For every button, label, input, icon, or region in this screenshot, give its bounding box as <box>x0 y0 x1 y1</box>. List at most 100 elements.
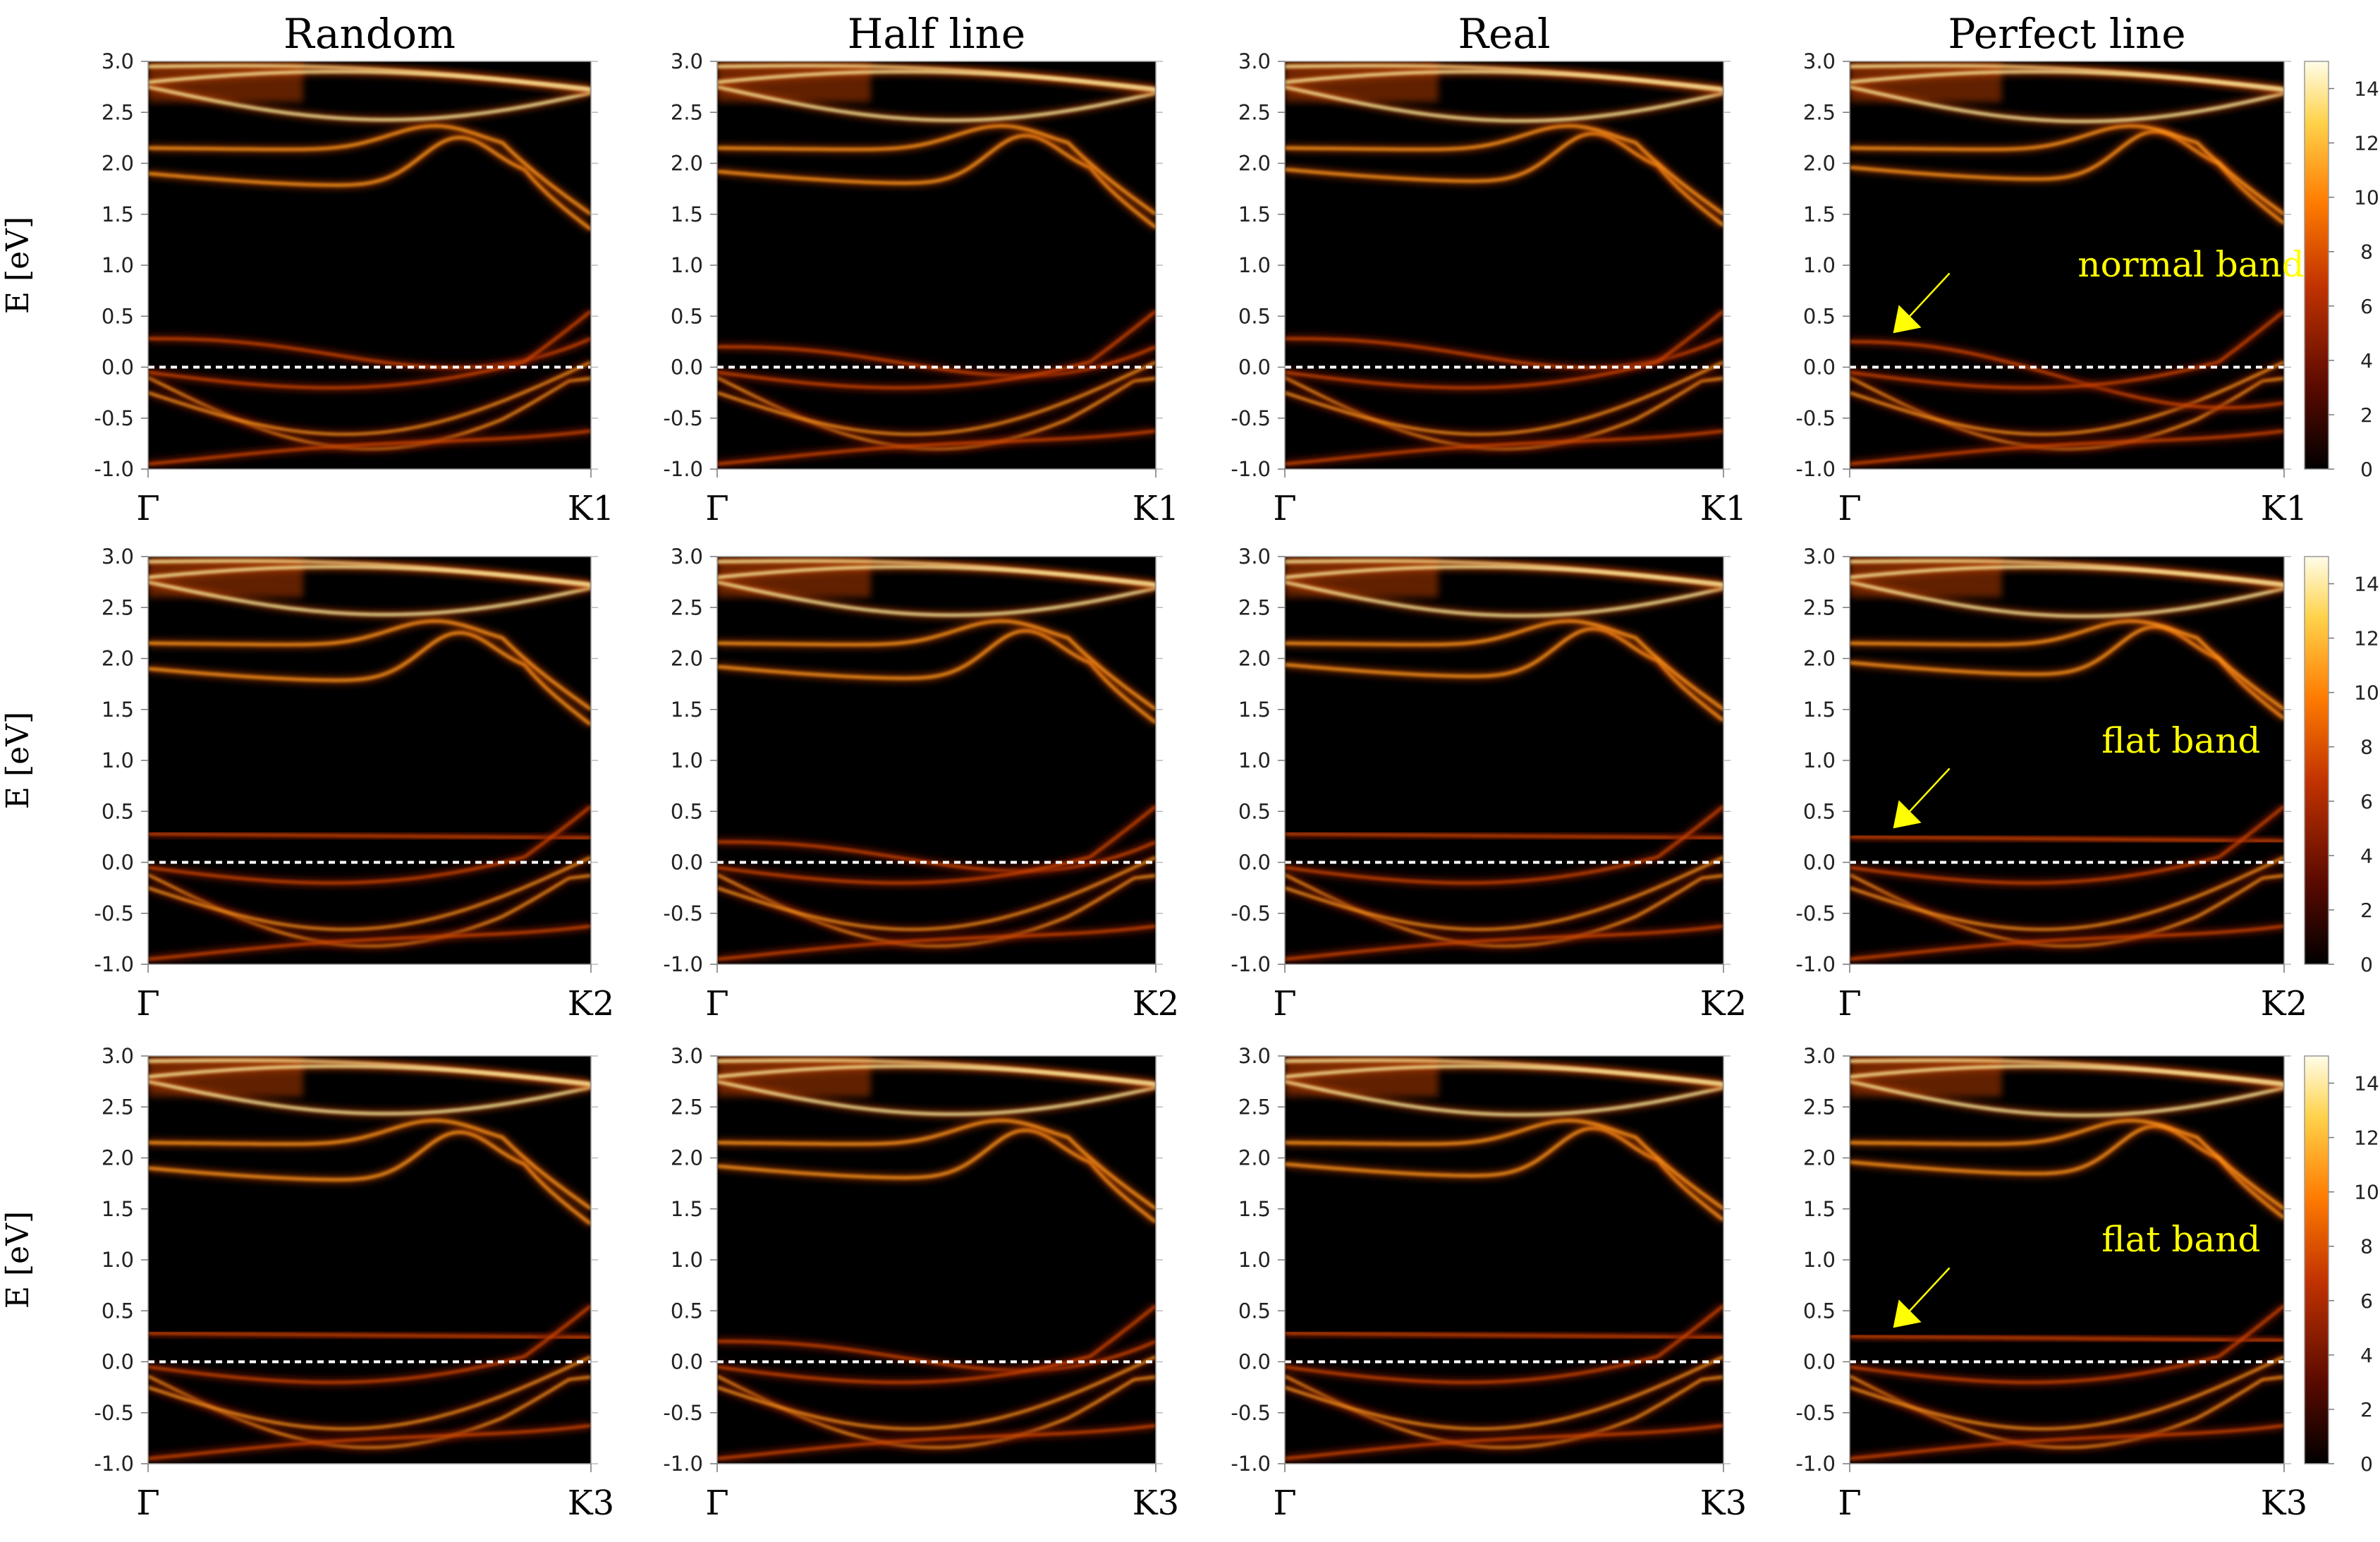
band-line <box>1850 70 2284 91</box>
band-line <box>1850 1304 2284 1384</box>
band-line <box>1285 310 1723 389</box>
y-tick-label: 2.0 <box>102 1146 134 1170</box>
band-line <box>148 925 591 961</box>
y-tick-label: -1.0 <box>1795 457 1836 481</box>
band-line <box>717 310 1156 389</box>
band-line <box>717 1129 1156 1223</box>
band-line <box>1285 565 1723 586</box>
y-tick-label: 3.0 <box>1803 545 1836 569</box>
column-titles: Random Half line Real Perfect line <box>283 10 2186 58</box>
y-tick-label: -1.0 <box>94 952 134 976</box>
y-tick-label: -0.5 <box>1795 1401 1836 1425</box>
x-tick-label: Γ <box>1273 984 1296 1024</box>
y-tick-label: 2.5 <box>1238 595 1271 619</box>
panel-background <box>148 557 591 964</box>
panel-background <box>1285 61 1723 469</box>
column-title: Half line <box>848 10 1025 58</box>
y-tick-label: -1.0 <box>94 1452 134 1476</box>
y-tick-label: -0.5 <box>663 406 703 430</box>
y-tick-label: 1.5 <box>1803 202 1836 226</box>
y-tick-label: -1.0 <box>1231 952 1271 976</box>
band-line <box>1285 856 1723 931</box>
y-tick-label: -0.5 <box>94 901 134 925</box>
x-tick-label: K1 <box>1133 489 1179 528</box>
y-tick-label: 0.5 <box>671 1299 703 1323</box>
x-tick-label: K2 <box>568 984 614 1024</box>
y-tick-label: 1.0 <box>671 1248 703 1272</box>
y-tick-label: 2.0 <box>102 152 134 176</box>
x-tick-label: K2 <box>2261 984 2307 1024</box>
y-tick-label: 1.0 <box>1803 748 1836 772</box>
panel: 3.0 2.5 2.0 1.5 1.0 0.5 0.0 -0.5 -1.0Γ K1 <box>94 49 614 528</box>
y-tick-label: 0.0 <box>671 851 703 875</box>
band-line <box>1285 124 1723 216</box>
colorbar-tick-label: 0 <box>2360 953 2373 976</box>
band-line <box>148 70 591 91</box>
band-line <box>717 629 1156 724</box>
band-line <box>1285 581 1723 617</box>
x-tick-label: Γ <box>1273 489 1296 528</box>
y-tick-label: 1.0 <box>1238 253 1271 277</box>
band-line <box>1850 1064 2284 1086</box>
y-tick-label: -0.5 <box>1231 1401 1271 1425</box>
panels: E [eV]3.02.52.01.51.00.50.0-0.5-1.0Γ K13.… <box>0 49 2307 1523</box>
y-tick-label: 1.0 <box>671 253 703 277</box>
band-line <box>1285 1119 1723 1210</box>
y-tick-label: 3.0 <box>1803 1044 1836 1068</box>
y-tick-label: 2.5 <box>671 1095 703 1119</box>
band-line <box>717 134 1156 229</box>
y-tick-label: 2.0 <box>1238 152 1271 176</box>
y-tick-label: 1.5 <box>102 698 134 722</box>
band-line <box>1850 565 2284 586</box>
annotation-label: flat band <box>2101 1219 2260 1260</box>
x-tick-label: Γ <box>136 984 159 1024</box>
band-line <box>717 430 1156 466</box>
y-tick-label: 2.5 <box>102 1095 134 1119</box>
y-tick-label: 0.0 <box>1238 1350 1271 1374</box>
colorbar-tick-label: 2 <box>2360 899 2373 922</box>
y-tick-label: 2.5 <box>1803 595 1836 619</box>
y-tick-label: 1.5 <box>671 202 703 226</box>
y-tick-label: 2.0 <box>1238 647 1271 671</box>
y-tick-label: -1.0 <box>663 457 703 481</box>
panel-background <box>1850 1056 2284 1464</box>
y-tick-label: 0.5 <box>671 304 703 328</box>
band-line <box>1285 832 1723 839</box>
y-tick-label: 0.5 <box>1238 799 1271 823</box>
panel: 3.0 2.5 2.0 1.5 1.0 0.5 0.0 -0.5 -1.0Γ K1 <box>663 49 1179 528</box>
y-tick-label: 1.0 <box>102 1248 134 1272</box>
band-line <box>148 805 591 885</box>
y-tick-label: -1.0 <box>1795 952 1836 976</box>
y-tick-label: 1.5 <box>1238 1197 1271 1221</box>
band-line <box>1850 805 2284 885</box>
panel: 3.0 2.5 2.0 1.5 1.0 0.5 0.0 -0.5 -1.0Γ K2 <box>94 545 614 1024</box>
y-tick-label: 3.0 <box>102 1044 134 1068</box>
colorbar-tick-label: 0 <box>2360 1452 2373 1476</box>
colorbar-tick-label: 6 <box>2360 1289 2373 1313</box>
colorbar-tick-label: 12 <box>2354 627 2379 650</box>
band-line <box>148 1304 591 1384</box>
x-tick-label: Γ <box>705 984 728 1024</box>
band-line <box>1285 925 1723 961</box>
y-tick-label: 0.5 <box>102 799 134 823</box>
y-tick-label: -0.5 <box>1231 406 1271 430</box>
y-tick-label: 0.5 <box>1238 1299 1271 1323</box>
x-tick-label: Γ <box>136 1483 159 1523</box>
y-tick-label: 0.5 <box>102 304 134 328</box>
y-tick-label: -1.0 <box>1795 1452 1836 1476</box>
y-tick-label: 2.5 <box>1238 1095 1271 1119</box>
band-layer <box>148 1056 591 1463</box>
x-tick-label: K1 <box>568 489 614 528</box>
band-line <box>1850 85 2284 123</box>
y-tick-label: 0.5 <box>671 799 703 823</box>
band-line <box>148 856 591 931</box>
band-line <box>148 1064 591 1086</box>
panel: 3.0 2.5 2.0 1.5 1.0 0.5 0.0 -0.5 -1.0Γ K1 <box>1231 49 1747 528</box>
band-line <box>1285 1355 1723 1431</box>
band-layer <box>717 1056 1156 1463</box>
band-line <box>717 70 1156 91</box>
y-tick-label: 2.0 <box>1803 1146 1836 1170</box>
band-line <box>717 1119 1156 1210</box>
band-line <box>148 1080 591 1115</box>
band-line <box>717 565 1156 586</box>
